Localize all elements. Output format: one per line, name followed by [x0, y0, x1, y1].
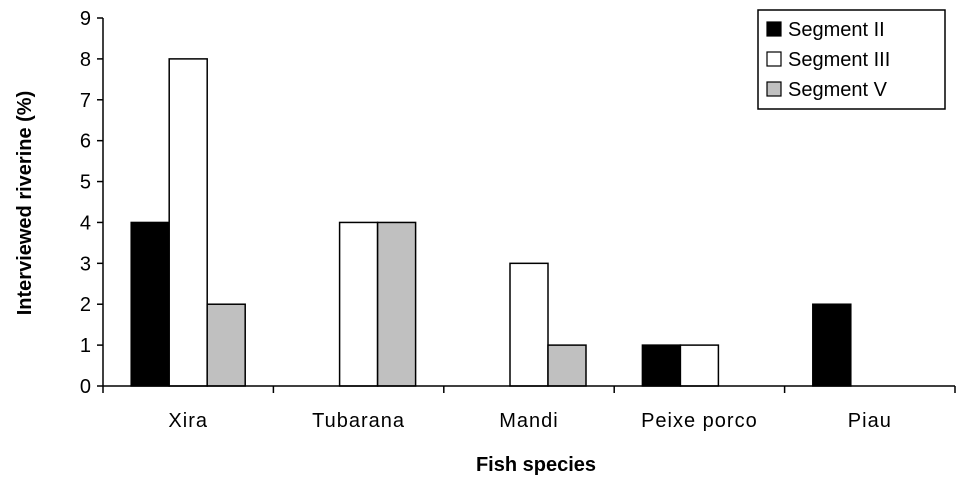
y-tick-label: 0: [80, 376, 91, 398]
x-tick-label-tubarana: Tubarana: [312, 410, 405, 432]
x-category-labels: Xira Tubarana Mandi Peixe porco Piau: [168, 410, 892, 432]
legend-box: [757, 9, 946, 110]
y-tick-labels: 0 1 2 3 4 5 6 7 8 9: [80, 8, 91, 398]
x-tick-label-mandi: Mandi: [499, 410, 558, 432]
y-tick-label: 2: [80, 294, 91, 316]
axes-layer: [97, 17, 956, 393]
legend-swatch-segment-v: [766, 81, 782, 97]
legend-swatch-segment-iii: [766, 51, 782, 67]
bar-piau-segment-ii: [812, 303, 852, 387]
x-tick-label-piau: Piau: [848, 410, 892, 432]
bar-xira-segment-iii: [168, 58, 208, 387]
bar-xira-segment-ii: [130, 221, 170, 387]
bar-mandi-segment-v: [547, 344, 587, 387]
y-axis-title: Interviewed riverine (%): [14, 91, 36, 316]
y-tick-label: 5: [80, 172, 91, 194]
y-tick-label: 9: [80, 8, 91, 30]
x-tick-label-peixe-porco: Peixe porco: [641, 410, 758, 432]
legend-label-segment-ii: Segment II: [788, 19, 885, 41]
bar-peixe-porco-segment-ii: [641, 344, 682, 387]
bar-mandi-segment-iii: [509, 262, 549, 387]
y-tick-label: 8: [80, 49, 91, 71]
legend-label-segment-v: Segment V: [788, 79, 888, 101]
legend: Segment II Segment III Segment V: [757, 9, 946, 110]
y-tick-label: 6: [80, 131, 91, 153]
bar-tubarana-segment-iii: [338, 221, 379, 387]
legend-label-segment-iii: Segment III: [788, 49, 890, 71]
bars-layer: [130, 58, 852, 387]
y-tick-label: 3: [80, 253, 91, 275]
y-tick-label: 4: [80, 212, 91, 234]
bar-tubarana-segment-v: [376, 221, 417, 387]
legend-swatch-segment-ii: [766, 21, 782, 37]
bar-xira-segment-v: [206, 303, 246, 387]
bar-peixe-porco-segment-iii: [679, 344, 720, 387]
x-tick-label-xira: Xira: [168, 410, 208, 432]
y-tick-label: 1: [80, 335, 91, 357]
y-tick-label: 7: [80, 90, 91, 112]
x-axis-title: Fish species: [476, 454, 596, 476]
